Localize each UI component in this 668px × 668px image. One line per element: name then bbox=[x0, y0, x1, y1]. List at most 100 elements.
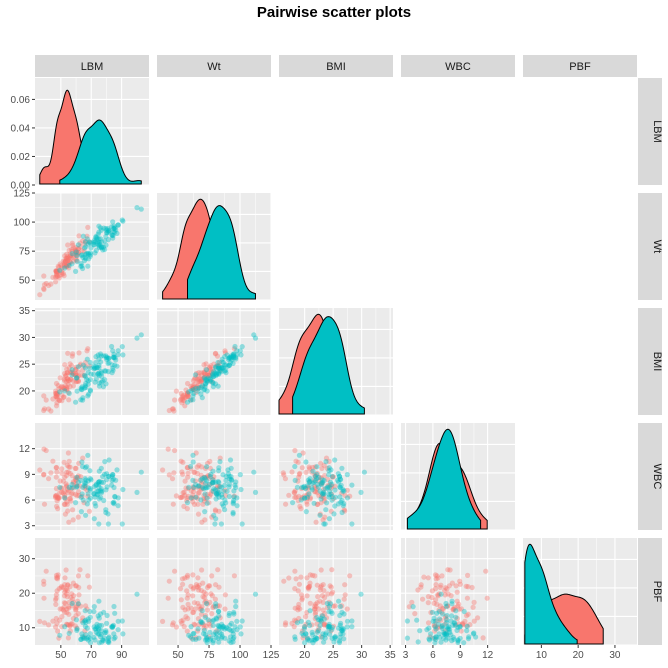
point-group_b bbox=[73, 484, 79, 490]
point-group_b bbox=[335, 477, 341, 483]
point-group_a bbox=[66, 604, 72, 610]
point-group_b bbox=[209, 480, 215, 486]
point-group_b bbox=[115, 222, 121, 228]
point-group_b bbox=[226, 362, 232, 368]
point-group_a bbox=[61, 263, 68, 270]
point-group_b bbox=[429, 609, 436, 615]
point-group_b bbox=[344, 472, 350, 478]
point-group_b bbox=[237, 348, 243, 354]
point-group_b bbox=[93, 481, 99, 487]
point-group_a bbox=[62, 600, 68, 606]
point-group_b bbox=[83, 632, 89, 638]
density-group_b bbox=[406, 428, 482, 530]
point-group_b bbox=[85, 452, 91, 458]
point-group_b bbox=[98, 245, 104, 251]
point-group_a bbox=[214, 603, 221, 609]
point-group_b bbox=[95, 625, 101, 632]
point-group_a bbox=[185, 392, 191, 398]
point-group_b bbox=[314, 629, 321, 635]
point-group_b bbox=[203, 632, 209, 638]
point-group_b bbox=[437, 634, 443, 640]
point-group_b bbox=[207, 473, 213, 480]
point-group_a bbox=[449, 580, 455, 586]
point-group_a bbox=[457, 578, 463, 584]
point-group_b bbox=[83, 512, 89, 518]
point-group_b bbox=[79, 252, 85, 258]
point-group_b bbox=[213, 372, 219, 379]
point-group_a bbox=[53, 279, 59, 285]
point-group_a bbox=[67, 370, 73, 376]
point-group_a bbox=[204, 607, 211, 613]
point-group_b bbox=[91, 366, 97, 372]
point-group_a bbox=[317, 598, 323, 604]
point-group_b bbox=[417, 628, 423, 634]
point-group_b bbox=[119, 344, 125, 350]
point-group_b bbox=[105, 635, 111, 641]
point-group_b bbox=[216, 626, 222, 632]
point-group_a bbox=[62, 259, 68, 265]
point-group_b bbox=[230, 509, 236, 516]
point-group_b bbox=[314, 471, 320, 477]
point-group_b bbox=[208, 635, 214, 641]
point-group_a bbox=[78, 361, 84, 367]
point-group_a bbox=[198, 611, 205, 617]
point-group_a bbox=[62, 260, 68, 266]
point-group_a bbox=[85, 346, 91, 352]
point-group_b bbox=[91, 365, 97, 371]
point-group_a bbox=[189, 386, 195, 392]
point-group_b bbox=[96, 615, 102, 621]
point-group_b bbox=[470, 631, 476, 637]
point-group_b bbox=[87, 387, 93, 393]
point-group_a bbox=[54, 469, 60, 475]
point-group_a bbox=[435, 575, 441, 581]
point-group_b bbox=[443, 630, 449, 636]
point-group_a bbox=[64, 263, 70, 269]
point-group_a bbox=[206, 500, 212, 506]
point-group_a bbox=[198, 378, 205, 384]
point-group_a bbox=[64, 594, 70, 600]
point-group_a bbox=[462, 618, 468, 625]
point-group_a bbox=[190, 384, 196, 390]
point-group_b bbox=[106, 227, 112, 234]
point-group_b bbox=[226, 362, 232, 368]
point-group_a bbox=[304, 495, 310, 501]
point-group_b bbox=[307, 476, 313, 482]
point-group_b bbox=[213, 604, 219, 610]
point-group_a bbox=[447, 567, 453, 573]
point-group_b bbox=[338, 499, 344, 505]
point-group_b bbox=[298, 497, 304, 503]
point-group_a bbox=[206, 621, 212, 627]
point-group_b bbox=[426, 636, 432, 642]
point-group_b bbox=[326, 494, 332, 500]
point-group_b bbox=[431, 615, 437, 621]
point-group_a bbox=[203, 483, 209, 489]
point-group_a bbox=[196, 370, 202, 376]
point-group_b bbox=[98, 479, 104, 485]
point-group_a bbox=[57, 397, 63, 403]
point-group_b bbox=[106, 473, 112, 480]
point-group_a bbox=[190, 499, 196, 505]
point-group_b bbox=[339, 628, 345, 634]
point-group_a bbox=[319, 613, 325, 619]
point-group_b bbox=[457, 623, 463, 629]
point-group_b bbox=[443, 632, 449, 638]
point-group_b bbox=[109, 624, 115, 630]
point-group_b bbox=[219, 621, 225, 627]
point-group_a bbox=[431, 623, 438, 629]
point-group_a bbox=[68, 255, 74, 261]
point-group_a bbox=[282, 476, 288, 482]
point-group_b bbox=[358, 591, 364, 597]
point-group_b bbox=[106, 473, 112, 479]
point-group_b bbox=[83, 373, 89, 380]
point-group_b bbox=[78, 636, 84, 642]
tick-label-y-bmi: 25 bbox=[19, 360, 31, 371]
point-group_b bbox=[94, 235, 100, 241]
point-group_a bbox=[70, 616, 76, 622]
point-group_a bbox=[182, 478, 188, 484]
point-group_a bbox=[79, 618, 85, 624]
point-group_a bbox=[203, 623, 209, 629]
point-group_b bbox=[112, 362, 118, 368]
point-group_b bbox=[109, 232, 115, 238]
point-group_b bbox=[213, 365, 219, 371]
point-group_a bbox=[192, 381, 198, 387]
